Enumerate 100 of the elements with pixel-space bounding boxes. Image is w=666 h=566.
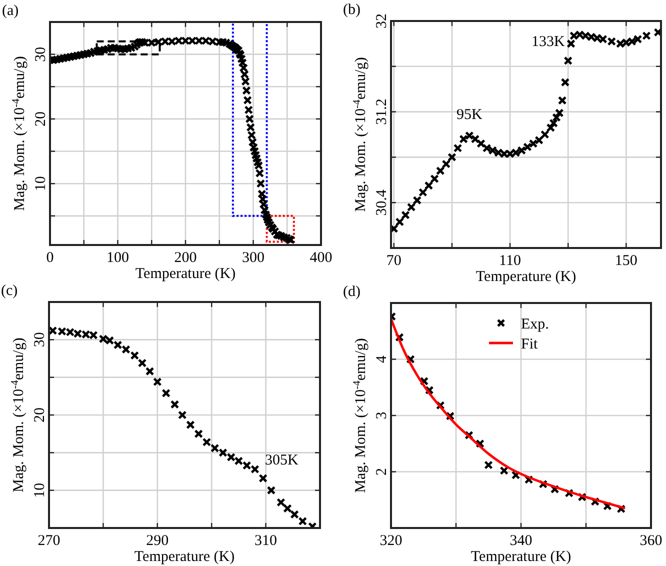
point <box>453 144 462 153</box>
point <box>298 516 308 526</box>
y-tick-label: 4 <box>374 355 390 363</box>
point <box>448 152 456 162</box>
point <box>549 118 558 128</box>
point <box>616 504 626 514</box>
x-tick-label: 200 <box>174 250 197 266</box>
point <box>564 56 572 66</box>
y-tick-label: 10 <box>33 176 49 192</box>
point <box>406 202 416 212</box>
point <box>420 376 429 386</box>
point <box>153 377 162 386</box>
point <box>552 113 561 122</box>
point <box>550 484 560 494</box>
point <box>511 470 520 480</box>
point <box>170 400 180 409</box>
x-axis-title: Temperature (K) <box>476 269 576 285</box>
x-axis-title: Temperature (K) <box>135 266 236 282</box>
point <box>406 354 415 364</box>
point <box>603 502 612 510</box>
x-tick-label: 290 <box>146 533 169 549</box>
y-tick-label: 30 <box>33 46 49 62</box>
point <box>178 410 187 420</box>
chart-title: (b) <box>343 2 360 18</box>
y-tick-label: 30 <box>32 332 48 348</box>
point <box>122 345 130 354</box>
point <box>266 486 276 495</box>
point <box>186 420 195 430</box>
point <box>554 108 564 118</box>
point <box>538 480 548 489</box>
x-tick-label: 150 <box>614 253 638 269</box>
x-axis-title: Temperature (K) <box>134 549 235 565</box>
annotation: 305K <box>264 452 298 468</box>
point <box>210 444 220 453</box>
legend-label: Exp. <box>521 316 549 332</box>
point <box>436 400 445 410</box>
point <box>130 351 140 360</box>
x-tick-label: 340 <box>510 533 532 549</box>
point <box>566 39 576 48</box>
point <box>412 196 422 205</box>
point <box>476 139 486 148</box>
point <box>578 492 586 502</box>
x-tick-label: 110 <box>499 253 522 269</box>
point <box>395 217 404 226</box>
x-tick-label: 360 <box>640 533 662 549</box>
point <box>202 438 212 447</box>
y-tick-label: 30.4 <box>374 188 390 216</box>
point <box>283 504 292 513</box>
point <box>424 386 434 395</box>
point <box>145 366 154 376</box>
point <box>564 488 574 498</box>
point <box>590 497 600 506</box>
point <box>194 429 203 438</box>
point <box>464 430 474 440</box>
point <box>113 340 122 350</box>
chart-title: (a) <box>2 3 19 19</box>
point <box>524 475 534 484</box>
y-tick-label: 32 <box>374 14 390 28</box>
line-series <box>391 318 626 510</box>
point <box>258 474 268 483</box>
point <box>500 466 508 476</box>
annotation: 133K <box>531 34 565 50</box>
x-axis-title: Temperature (K) <box>470 549 572 565</box>
point <box>424 181 434 190</box>
y-tick-label: 3 <box>374 412 390 420</box>
y-tick-label: 20 <box>33 111 49 126</box>
y-tick-label: 31.2 <box>374 98 390 125</box>
point <box>446 412 455 420</box>
point <box>476 439 484 448</box>
point <box>401 210 410 220</box>
point <box>436 166 445 176</box>
chart-title: (c) <box>1 283 18 299</box>
x-tick-label: 270 <box>38 533 60 549</box>
point <box>540 130 550 139</box>
point <box>276 498 286 507</box>
x-tick-label: 0 <box>46 250 54 266</box>
x-tick-label: 320 <box>380 533 402 549</box>
point <box>290 510 299 519</box>
x-tick-label: 100 <box>106 250 129 266</box>
y-tick-label: 20 <box>32 408 48 422</box>
chart-title: (d) <box>343 284 360 300</box>
point <box>560 78 570 87</box>
point <box>162 388 170 398</box>
x-tick-label: 70 <box>386 253 402 269</box>
y-tick-label: 10 <box>32 482 48 498</box>
point <box>395 332 404 342</box>
point <box>138 358 147 368</box>
point <box>546 123 556 132</box>
x-tick-label: 400 <box>310 250 332 266</box>
y-tick-label: 2 <box>374 468 390 476</box>
point <box>218 448 228 458</box>
point <box>442 160 451 168</box>
x-tick-label: 310 <box>254 533 278 549</box>
point <box>430 174 439 184</box>
legend-label: Fit <box>521 336 539 352</box>
annotation: 95K <box>456 106 482 123</box>
point <box>484 460 493 470</box>
point <box>418 188 428 197</box>
x-tick-label: 300 <box>242 250 264 266</box>
point <box>558 96 567 105</box>
